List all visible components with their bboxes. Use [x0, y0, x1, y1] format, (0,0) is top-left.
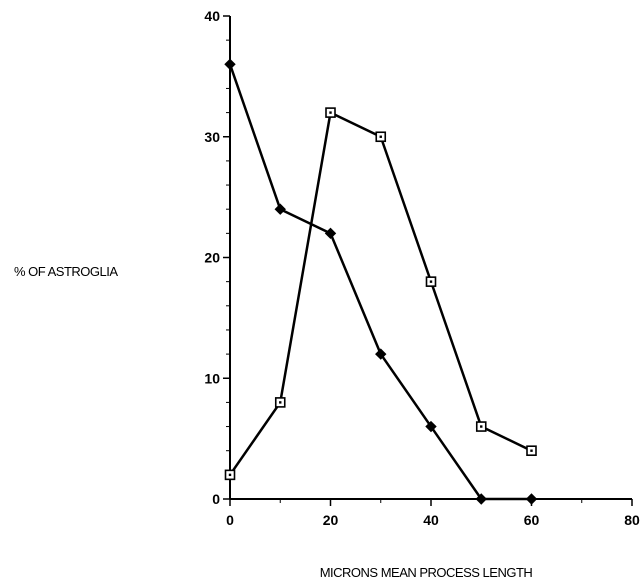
data-point-diamond: [274, 203, 286, 215]
data-point-square-center: [329, 111, 332, 114]
y-tick-label: 10: [204, 370, 220, 386]
x-tick-label: 80: [624, 512, 640, 528]
data-point-square-center: [379, 135, 382, 138]
axes: 0 10 20 30 40 0 20 40 60 80: [204, 8, 640, 528]
x-tick-label: 40: [423, 512, 439, 528]
data-point-diamond: [224, 58, 236, 71]
data-point-square-center: [279, 401, 282, 404]
data-point-diamond: [375, 348, 387, 360]
y-axis-title: % OF ASTROGLIA: [14, 264, 118, 279]
x-tick-label: 60: [524, 512, 540, 528]
x-tick-label: 0: [226, 512, 234, 528]
x-tick-label: 20: [323, 512, 339, 528]
data-point-diamond: [425, 420, 437, 433]
y-tick-label: 30: [204, 129, 220, 145]
data-point-diamond: [324, 227, 337, 240]
series-layer: [224, 58, 538, 505]
y-tick-label: 0: [212, 491, 220, 507]
y-tick-label: 20: [204, 250, 220, 266]
data-point-square-center: [480, 425, 483, 428]
data-point-square-center: [530, 449, 533, 452]
data-point-diamond: [475, 493, 487, 505]
y-tick-label: 40: [204, 8, 220, 24]
series-line-1: [228, 63, 532, 501]
data-point-diamond: [525, 493, 538, 505]
data-point-square-center: [429, 280, 433, 283]
data-point-square-center: [228, 473, 232, 477]
series-line-2: [228, 111, 533, 476]
x-axis-title: MICRONS MEAN PROCESS LENGTH: [320, 565, 533, 580]
